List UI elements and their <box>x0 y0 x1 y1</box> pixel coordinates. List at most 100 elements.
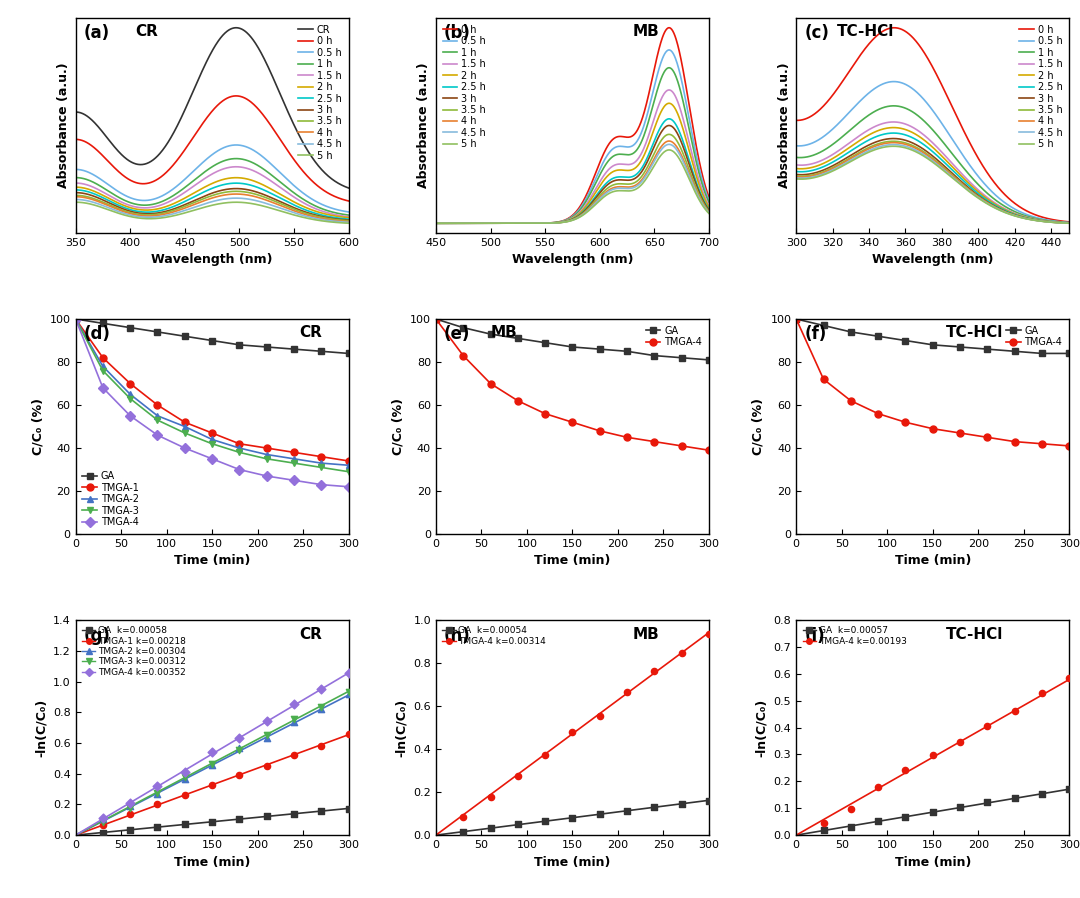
Line: 3 h: 3 h <box>796 138 1069 223</box>
X-axis label: Time (min): Time (min) <box>174 856 251 868</box>
Line: 1 h: 1 h <box>76 159 349 216</box>
0.5 h <box>561 214 573 224</box>
Point <box>896 809 914 823</box>
4.5 h <box>1014 212 1027 223</box>
5 h <box>1056 217 1069 228</box>
1.5 h <box>294 196 307 207</box>
X-axis label: Time (min): Time (min) <box>535 554 610 568</box>
0.5 h <box>592 167 605 178</box>
0 h <box>69 134 82 145</box>
1.5 h <box>577 202 590 213</box>
Legend: 0 h, 0.5 h, 1 h, 1.5 h, 2 h, 2.5 h, 3 h, 3.5 h, 4 h, 4.5 h, 5 h: 0 h, 0.5 h, 1 h, 1.5 h, 2 h, 2.5 h, 3 h,… <box>441 22 488 151</box>
Point <box>924 748 942 762</box>
4 h <box>789 172 802 182</box>
GA <box>702 355 715 365</box>
Point <box>149 779 166 793</box>
Line: 4 h: 4 h <box>796 143 1069 224</box>
Line: 4.5 h: 4.5 h <box>436 145 708 224</box>
1.5 h <box>920 132 933 143</box>
TMGA-4 <box>342 481 355 492</box>
5 h <box>293 211 306 222</box>
4 h <box>921 151 934 162</box>
CR <box>201 56 214 66</box>
3 h <box>789 169 802 180</box>
Y-axis label: Absorbance (a.u.): Absorbance (a.u.) <box>417 63 430 189</box>
X-axis label: Time (min): Time (min) <box>174 554 251 568</box>
4.5 h <box>920 151 933 162</box>
0 h <box>939 85 951 96</box>
GA <box>1063 348 1076 359</box>
Point <box>149 820 166 834</box>
TMGA-3 <box>314 462 327 472</box>
2 h <box>559 216 572 226</box>
TMGA-1 <box>287 447 300 458</box>
0.5 h <box>953 145 966 155</box>
CR <box>294 131 307 142</box>
2 h <box>336 212 349 223</box>
1 h <box>953 157 966 168</box>
2.5 h <box>939 157 951 168</box>
3 h <box>69 188 82 198</box>
2 h <box>342 212 355 223</box>
Line: TMGA-1: TMGA-1 <box>72 315 352 464</box>
1 h <box>702 197 715 207</box>
Line: 1 h: 1 h <box>436 67 708 224</box>
TMGA-4 <box>702 445 715 455</box>
Point <box>869 814 887 828</box>
Point <box>94 814 111 829</box>
Legend: CR, 0 h, 0.5 h, 1 h, 1.5 h, 2 h, 2.5 h, 3 h, 3.5 h, 4 h, 4.5 h, 5 h: CR, 0 h, 0.5 h, 1 h, 1.5 h, 2 h, 2.5 h, … <box>297 22 343 163</box>
Text: MB: MB <box>633 627 659 641</box>
TMGA-1 <box>233 438 246 449</box>
TMGA-4 <box>96 383 109 393</box>
4 h <box>697 198 710 209</box>
Line: CR: CR <box>76 28 349 188</box>
2 h <box>1014 210 1027 221</box>
2 h <box>217 174 230 185</box>
4.5 h <box>939 165 951 176</box>
4 h <box>201 194 214 205</box>
3.5 h <box>653 137 666 148</box>
Y-axis label: C/C₀ (%): C/C₀ (%) <box>391 398 405 455</box>
4 h <box>920 149 933 160</box>
GA <box>69 313 82 324</box>
2.5 h <box>1063 217 1076 228</box>
0 h <box>217 95 230 106</box>
GA <box>484 329 497 339</box>
Line: 0.5 h: 0.5 h <box>436 50 708 224</box>
X-axis label: Time (min): Time (min) <box>894 856 971 868</box>
TMGA-4 <box>457 350 470 361</box>
TMGA-3 <box>151 415 164 426</box>
Point <box>149 787 166 801</box>
Line: 2.5 h: 2.5 h <box>76 183 349 219</box>
3.5 h <box>920 148 933 159</box>
Text: MB: MB <box>490 325 517 340</box>
4 h <box>577 208 590 219</box>
TMGA-4 <box>872 409 885 419</box>
2 h <box>294 199 307 210</box>
2.5 h <box>294 202 307 213</box>
TMGA-3 <box>233 447 246 458</box>
1.5 h <box>697 187 710 198</box>
TMGA-4 <box>151 430 164 441</box>
GA <box>287 344 300 355</box>
TMGA-1 <box>314 452 327 462</box>
GA <box>314 346 327 357</box>
1.5 h <box>1014 210 1027 221</box>
X-axis label: Wavelength (nm): Wavelength (nm) <box>512 253 633 267</box>
1 h <box>561 215 573 225</box>
4.5 h <box>69 194 82 205</box>
0.5 h <box>232 140 245 151</box>
Text: (d): (d) <box>84 325 110 343</box>
0 h <box>336 194 349 205</box>
TMGA-2 <box>314 458 327 469</box>
Point <box>700 627 717 641</box>
TMGA-4 <box>69 313 82 324</box>
3.5 h <box>561 216 573 226</box>
0 h <box>789 115 802 126</box>
TMGA-4 <box>621 432 634 443</box>
5 h <box>939 166 951 177</box>
GA <box>593 344 606 355</box>
1.5 h <box>887 117 900 128</box>
GA <box>981 344 994 355</box>
2 h <box>1063 217 1076 228</box>
